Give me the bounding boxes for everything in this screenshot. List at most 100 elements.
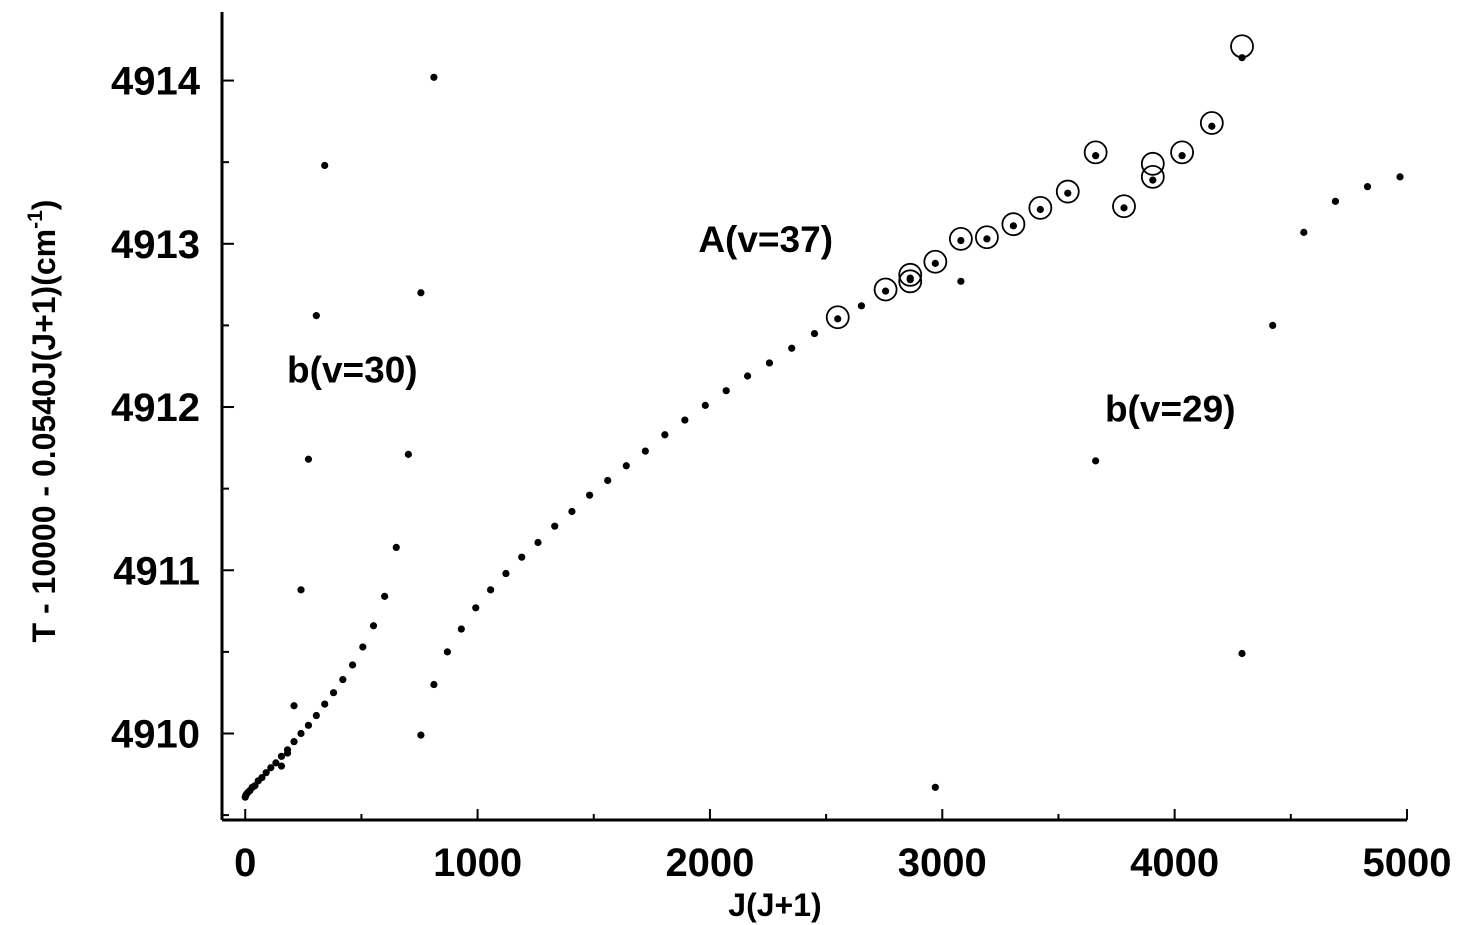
data-point: [359, 643, 367, 651]
data-point: [321, 700, 329, 708]
open-circle-point: [873, 277, 898, 302]
data-point: [722, 387, 730, 395]
axes: [220, 12, 1407, 822]
data-point: [297, 586, 305, 594]
open-circle-point: [1083, 140, 1108, 165]
data-point: [348, 661, 357, 669]
y-axis-label-main: T - 10000 - 0.0540J(J+1)(cm: [26, 229, 62, 643]
data-points: [241, 34, 1404, 801]
data-point: [262, 769, 270, 777]
y-axis-label: T - 10000 - 0.0540J(J+1)(cm-1): [24, 200, 62, 643]
data-point: [957, 277, 965, 285]
open-circle-point: [825, 305, 850, 330]
data-point: [297, 729, 305, 738]
y-tick-label: 4910: [111, 712, 200, 756]
data-point: [1064, 189, 1072, 197]
data-point: [430, 73, 438, 81]
data-point: [585, 491, 594, 499]
open-circle-point: [1199, 111, 1224, 135]
data-point: [443, 648, 451, 656]
data-point: [290, 702, 298, 710]
x-axis-label: J(J+1): [728, 887, 821, 923]
data-point: [381, 592, 389, 600]
data-point: [957, 236, 965, 245]
data-point: [283, 749, 292, 757]
data-point: [304, 721, 313, 729]
x-tick-label: 5000: [1363, 841, 1452, 885]
data-point: [534, 538, 542, 547]
data-point: [472, 604, 480, 612]
data-point: [834, 315, 842, 323]
data-point: [1120, 204, 1128, 212]
data-point: [743, 372, 752, 380]
data-point: [1009, 222, 1017, 230]
data-point: [258, 773, 266, 782]
data-point: [906, 274, 914, 282]
data-point: [788, 344, 796, 352]
ticks: 0 1000 2000 3000 4000 5000 4910 4911 4912 4913 491…: [111, 60, 1451, 885]
data-point: [622, 462, 630, 470]
data-point: [312, 711, 320, 720]
data-point: [882, 287, 890, 295]
data-point: [1238, 649, 1246, 658]
y-tick-label: 4913: [111, 223, 200, 267]
data-point: [304, 455, 313, 463]
open-circle-point: [948, 226, 973, 251]
annotation-label: b(v=29): [1105, 389, 1236, 430]
open-circle-point: [923, 249, 948, 274]
y-tick-label: 4914: [111, 60, 201, 104]
data-point: [857, 302, 866, 310]
data-point: [404, 450, 412, 458]
data-point: [641, 447, 649, 455]
data-point: [339, 676, 347, 684]
data-point: [369, 622, 378, 630]
data-point: [329, 689, 338, 697]
data-point: [518, 553, 526, 561]
data-point: [1269, 321, 1277, 330]
data-point: [487, 586, 495, 594]
data-point: [1178, 152, 1186, 160]
data-point: [1092, 152, 1100, 160]
data-point: [810, 329, 819, 338]
data-point: [931, 783, 939, 791]
data-point: [931, 259, 939, 267]
data-point: [312, 312, 320, 320]
data-point: [1149, 176, 1157, 184]
data-point: [290, 738, 298, 746]
data-point: [277, 762, 286, 770]
data-point: [457, 625, 465, 633]
x-tick-label: 4000: [1130, 841, 1219, 885]
y-axis-label-sup: -1: [24, 210, 47, 229]
open-circle-point: [898, 262, 923, 287]
data-point: [417, 289, 425, 297]
data-point: [551, 522, 559, 530]
data-point: [983, 235, 991, 243]
open-circle-point: [898, 269, 923, 294]
data-point: [417, 731, 425, 739]
data-point: [1208, 122, 1216, 130]
data-point: [681, 416, 689, 424]
data-point: [1331, 197, 1340, 205]
open-circle-point: [1055, 179, 1080, 204]
open-circle-point: [975, 225, 999, 250]
data-point: [1092, 457, 1100, 465]
open-circle-point: [1028, 195, 1053, 220]
data-point: [392, 543, 400, 552]
open-circle-point: [1140, 164, 1165, 189]
data-point: [661, 431, 669, 439]
open-circle-point: [1140, 151, 1165, 176]
open-circle-point: [1001, 212, 1026, 237]
data-point: [1396, 173, 1404, 181]
annotations: A(v=37) b(v=30) b(v=29): [287, 219, 1235, 430]
y-tick-label: 4912: [111, 386, 200, 430]
annotation-label: A(v=37): [698, 219, 833, 260]
y-axis-label-close: ): [26, 200, 62, 211]
open-circle-point: [1230, 34, 1254, 59]
y-tick-label: 4911: [113, 549, 200, 593]
x-tick-label: 0: [234, 841, 256, 885]
data-point: [1036, 205, 1044, 214]
x-tick-label: 2000: [665, 841, 754, 885]
data-point: [272, 759, 280, 767]
data-point: [277, 752, 286, 760]
data-point: [502, 569, 510, 578]
